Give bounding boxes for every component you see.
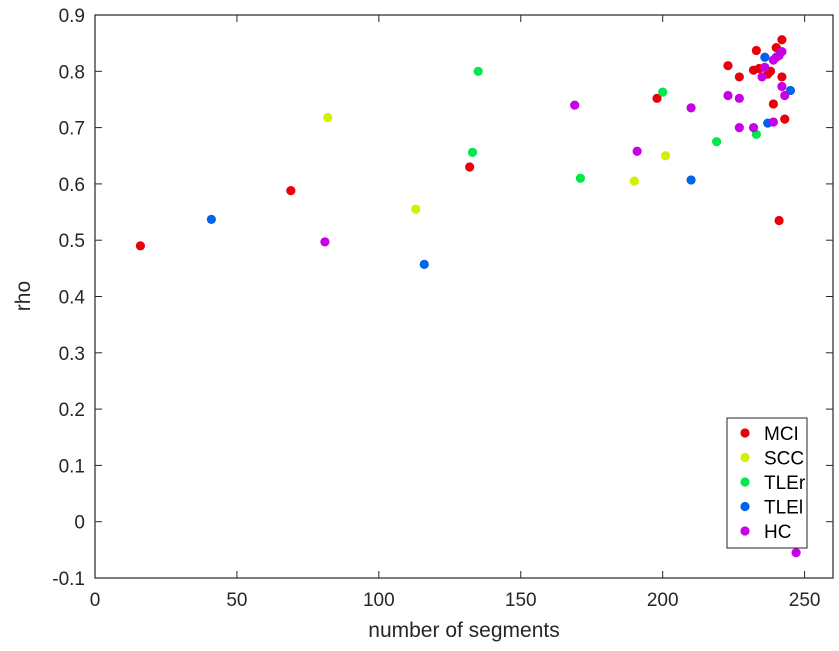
x-tick-label: 150: [505, 590, 537, 611]
point-tler: [712, 137, 722, 147]
point-hc: [760, 62, 770, 72]
y-tick-label: 0.8: [59, 62, 85, 83]
legend-label-tlel: TLEl: [764, 498, 803, 519]
point-hc: [777, 46, 787, 57]
point-mci: [777, 72, 787, 82]
point-mci: [734, 72, 744, 82]
point-mci: [135, 241, 146, 251]
x-tick-label: 250: [789, 590, 821, 611]
y-tick-label: 0.4: [59, 288, 86, 309]
point-scc: [323, 112, 333, 123]
legend: MCI SCC TLEr TLEl HC: [726, 417, 808, 549]
y-tick-label: 0.3: [59, 344, 85, 365]
point-tlel: [760, 52, 770, 62]
point-hc: [777, 81, 787, 92]
legend-box: [726, 417, 808, 549]
point-tler: [658, 87, 668, 97]
y-tick-label: 0.7: [59, 119, 85, 140]
point-hc: [757, 72, 767, 82]
point-tlel: [419, 259, 429, 270]
point-mci: [751, 45, 761, 56]
point-hc: [632, 146, 642, 156]
point-mci: [780, 114, 790, 124]
point-hc: [734, 123, 744, 133]
y-tick-label: 0.1: [59, 456, 85, 477]
point-scc: [411, 204, 421, 214]
y-axis-ticks: -0.1 0 0.1 0.2 0.3 0.4 0.5 0.6 0.7 0.8 0.9: [52, 6, 833, 590]
y-tick-label: 0: [74, 513, 85, 534]
point-hc: [791, 548, 801, 558]
plot-area: [94, 14, 834, 579]
y-tick-label: -0.1: [52, 569, 85, 590]
point-scc: [660, 151, 671, 161]
point-mci: [652, 93, 662, 103]
point-tlel: [686, 175, 696, 185]
point-mci: [465, 162, 475, 172]
x-axis-ticks: 0 50 100 150 200 250: [90, 15, 821, 611]
point-hc: [748, 123, 759, 133]
point-mci: [286, 186, 296, 196]
point-hc: [570, 100, 580, 110]
point-hc: [734, 93, 744, 103]
point-tler: [575, 173, 585, 183]
point-mci: [777, 35, 787, 45]
legend-label-hc: HC: [764, 522, 791, 543]
legend-label-scc: SCC: [764, 449, 804, 470]
y-tick-label: 0.9: [59, 6, 85, 27]
point-mci: [768, 99, 778, 109]
y-tick-label: 0.5: [59, 231, 85, 252]
data-points: [135, 35, 801, 558]
point-tler: [467, 147, 478, 157]
point-hc: [780, 90, 790, 101]
legend-marker-hc: [740, 526, 750, 536]
point-hc: [768, 117, 778, 127]
y-axis-title: rho: [12, 281, 35, 311]
point-tlel: [206, 214, 216, 224]
x-axis-title: number of segments: [368, 619, 559, 642]
point-hc: [723, 90, 733, 101]
point-mci: [723, 61, 733, 71]
x-tick-label: 50: [226, 590, 247, 611]
y-tick-label: 0.2: [59, 400, 85, 421]
legend-marker-scc: [740, 452, 750, 463]
legend-label-mci: MCI: [764, 424, 799, 445]
y-tick-label: 0.6: [59, 175, 85, 196]
point-hc: [686, 103, 696, 113]
point-hc: [320, 237, 330, 247]
point-mci: [774, 215, 784, 226]
x-tick-label: 100: [363, 590, 395, 611]
point-scc: [629, 176, 639, 186]
x-tick-label: 200: [647, 590, 679, 611]
legend-marker-tlel: [740, 501, 750, 512]
legend-label-tler: TLEr: [764, 473, 806, 494]
legend-marker-tler: [740, 477, 750, 487]
point-tler: [473, 66, 483, 76]
x-tick-label: 0: [90, 590, 101, 611]
legend-marker-mci: [740, 428, 750, 438]
